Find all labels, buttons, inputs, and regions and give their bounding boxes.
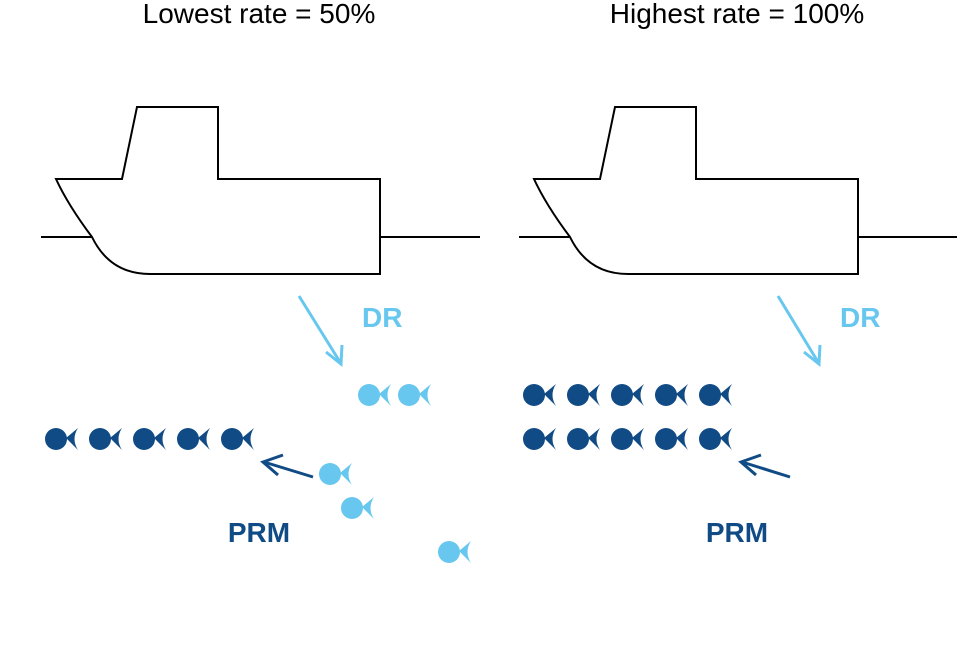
fish-icon	[699, 428, 732, 450]
discarded-fish-group	[319, 384, 471, 563]
fish-icon	[611, 428, 644, 450]
panel-lowest-rate: Lowest rate = 50% DR	[41, 0, 480, 563]
fish-icon	[567, 428, 600, 450]
ship-icon	[519, 106, 957, 275]
fish-icon	[398, 384, 431, 406]
fish-icon	[221, 428, 254, 450]
discard-arrow-icon	[776, 295, 822, 367]
fish-icon	[655, 384, 688, 406]
fish-icon	[319, 463, 352, 485]
panel-title: Highest rate = 100%	[610, 0, 865, 29]
fish-icon	[523, 428, 556, 450]
fish-icon	[438, 541, 471, 563]
retained-fish-group	[523, 384, 732, 450]
fish-icon	[611, 384, 644, 406]
panel-highest-rate: Highest rate = 100% DR PRM	[519, 0, 957, 548]
panel-title: Lowest rate = 50%	[143, 0, 376, 29]
fish-icon	[133, 428, 166, 450]
fish-icon	[523, 384, 556, 406]
discard-arrow-icon	[297, 295, 344, 367]
retained-arrow-icon	[738, 453, 791, 479]
fish-icon	[655, 428, 688, 450]
retained-arrow-icon	[260, 453, 314, 479]
retained-label: PRM	[706, 517, 768, 548]
ship-icon	[41, 106, 480, 275]
fish-icon	[341, 497, 374, 519]
fish-icon	[699, 384, 732, 406]
retained-fish-group	[45, 428, 254, 450]
retained-label: PRM	[228, 517, 290, 548]
fish-icon	[358, 384, 391, 406]
fish-icon	[177, 428, 210, 450]
discard-label: DR	[840, 302, 880, 333]
fish-icon	[567, 384, 600, 406]
fish-icon	[45, 428, 78, 450]
fish-icon	[89, 428, 122, 450]
discard-label: DR	[362, 302, 402, 333]
